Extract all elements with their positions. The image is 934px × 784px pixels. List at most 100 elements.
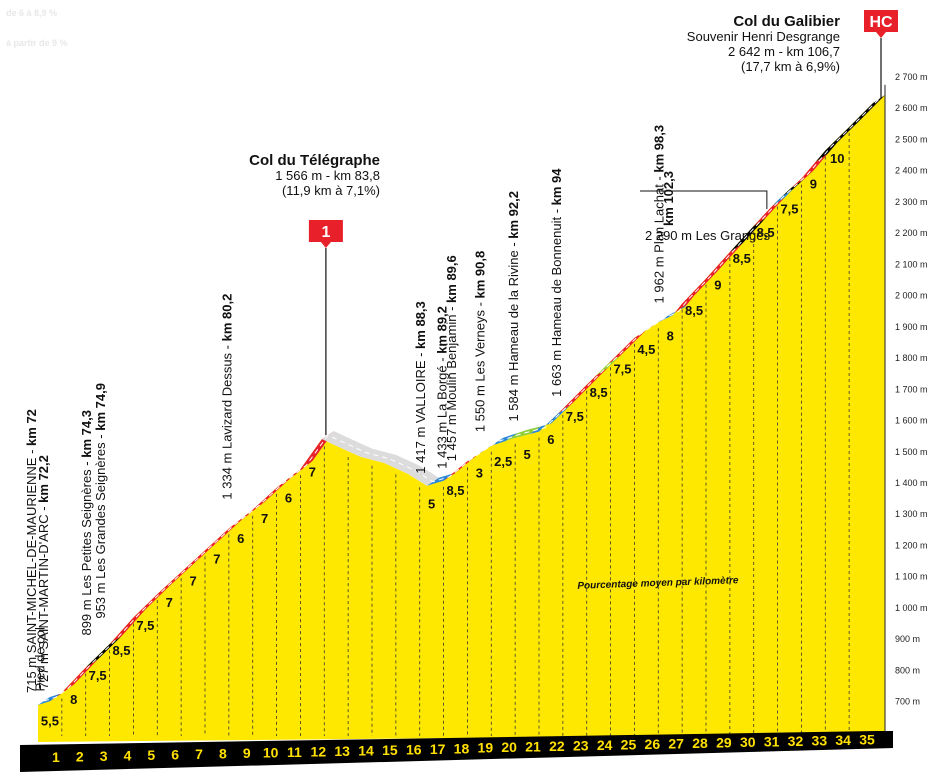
callout-line2: km 102,3 xyxy=(661,171,676,226)
km-number: 3 xyxy=(100,748,108,764)
waypoint-name: 715 m SAINT-MICHEL-DE-MAURIENNE - xyxy=(24,446,39,693)
summit-length: (11,9 km à 7,1%) xyxy=(282,183,380,198)
km-number: 12 xyxy=(311,743,327,759)
waypoint-label: 1 457 m Moulin Benjamin - km 89,6 xyxy=(444,255,459,461)
waypoint-km: km 92,2 xyxy=(506,191,521,239)
road-segment-low xyxy=(529,405,571,435)
waypoint-name: 727 m SAINT-MARTIN-D'ARC - xyxy=(36,503,51,689)
km-number: 9 xyxy=(243,745,251,761)
waypoint-name: 953 m Les Grandes Seignères - xyxy=(93,431,108,619)
km-gradient-label: 8,5 xyxy=(757,225,775,240)
km-number: 8 xyxy=(219,745,227,761)
km-gradient-label: 8 xyxy=(70,692,77,707)
altitude-tick-label: 800 m xyxy=(895,665,920,675)
altitude-tick-label: 2 300 m xyxy=(895,197,928,207)
km-number: 22 xyxy=(549,738,565,754)
category-label: HC xyxy=(869,14,893,31)
waypoint-label: 1 663 m Hameau de Bonnenuit - km 94 xyxy=(549,168,564,397)
summit-altitude: 2 642 m - km 106,7 xyxy=(728,44,840,59)
waypoint-name: 1 433 m La Borgé - xyxy=(434,354,449,469)
waypoint-km: km 80,2 xyxy=(220,294,235,342)
road-segment-low xyxy=(38,693,62,705)
waypoint-name: 899 m Les Petites Seignères - xyxy=(79,458,94,636)
waypoint-label: 727 m SAINT-MARTIN-D'ARC - km 72,2 xyxy=(36,455,51,689)
km-number: 25 xyxy=(621,737,637,753)
altitude-tick-label: 700 m xyxy=(895,697,920,707)
altitude-tick-label: 1 000 m xyxy=(895,603,928,613)
waypoint-km: km 89,2 xyxy=(434,306,449,354)
altitude-tick-label: 2 100 m xyxy=(895,259,928,269)
waypoint-label: 1 584 m Hameau de la Rivine - km 92,2 xyxy=(506,191,521,422)
km-gradient-label: 8 xyxy=(667,329,674,344)
altitude-tick-label: 1 300 m xyxy=(895,509,928,519)
km-gradient-label: 5 xyxy=(523,447,530,462)
waypoint-label: 1 334 m Lavizard Dessus - km 80,2 xyxy=(220,294,235,500)
km-gradient-label: 7,5 xyxy=(613,362,631,377)
km-gradient-label: 7 xyxy=(213,551,220,566)
waypoint-km: km 74,9 xyxy=(93,383,108,431)
waypoint-label: 1 417 m VALLOIRE - km 88,3 xyxy=(413,301,428,473)
summit-name: Col du Galibier xyxy=(733,13,840,30)
km-number: 11 xyxy=(287,744,302,760)
km-gradient-label: 9 xyxy=(714,277,721,292)
km-number: 4 xyxy=(124,747,132,763)
km-number: 7 xyxy=(195,746,203,762)
km-number: 35 xyxy=(859,732,875,748)
summit-length: (17,7 km à 6,9%) xyxy=(741,59,840,74)
waypoint-km: km 94 xyxy=(549,168,564,206)
km-number: 30 xyxy=(740,734,756,750)
road-segment-flat xyxy=(505,426,542,441)
km-gradient-label: 7 xyxy=(309,464,316,479)
km-strip xyxy=(20,731,893,772)
waypoint-label: 953 m Les Grandes Seignères - km 74,9 xyxy=(93,383,108,619)
km-number: 13 xyxy=(334,743,350,759)
waypoint-km: km 72,2 xyxy=(36,455,51,503)
km-gradient-label: 5,5 xyxy=(41,713,59,728)
ghost-legend-2: à partir de 9 % xyxy=(6,38,68,48)
callout-line1: 2 290 m Les Granges xyxy=(645,228,771,243)
km-gradient-label: 4,5 xyxy=(637,342,655,357)
altitude-tick-label: 1 900 m xyxy=(895,322,928,332)
road-segment-mid xyxy=(49,659,98,702)
km-number: 1 xyxy=(52,749,60,765)
summit-name: Col du Télégraphe xyxy=(249,152,380,169)
km-number: 17 xyxy=(430,741,446,757)
category-label: 1 xyxy=(321,224,330,241)
km-gradient-label: 7,5 xyxy=(136,618,154,633)
km-number: 29 xyxy=(716,735,732,751)
waypoint-name: 1 962 m Plan Lachat - xyxy=(651,173,666,304)
altitude-tick-label: 1 400 m xyxy=(895,478,928,488)
km-gradient-label: 7 xyxy=(189,573,196,588)
km-number: 27 xyxy=(668,736,684,752)
altitude-tick-label: 2 500 m xyxy=(895,134,928,144)
road-segment-high xyxy=(85,636,122,668)
waypoint-km: km 90,8 xyxy=(473,251,488,299)
km-gradient-label: 8,5 xyxy=(685,303,703,318)
km-number: 18 xyxy=(454,740,470,756)
waypoint-name: 1 550 m Les Verneys - xyxy=(473,298,488,432)
profile-area xyxy=(38,95,885,742)
km-number: 2 xyxy=(76,748,84,764)
km-number: 31 xyxy=(764,734,780,750)
km-gradient-label: 7,5 xyxy=(566,409,584,424)
waypoint-name: 1 457 m Moulin Benjamin - xyxy=(444,303,459,461)
km-gradient-label: 8,5 xyxy=(590,385,608,400)
km-gradient-label: 2,5 xyxy=(494,454,512,469)
km-number: 14 xyxy=(358,742,374,758)
road-segment-low xyxy=(472,433,518,459)
km-number: 20 xyxy=(501,739,517,755)
km-number: 6 xyxy=(171,746,179,762)
waypoint-name: 1 417 m VALLOIRE - xyxy=(413,349,428,474)
km-gradient-label: 6 xyxy=(237,531,244,546)
km-gradient-label: 10 xyxy=(830,151,844,166)
altitude-tick-label: 1 100 m xyxy=(895,572,928,582)
waypoint-label: 1 550 m Les Verneys - km 90,8 xyxy=(473,251,488,432)
km-gradient-label: 7 xyxy=(261,511,268,526)
altitude-tick-label: 2 200 m xyxy=(895,228,928,238)
km-number: 16 xyxy=(406,741,422,757)
ghost-legend: de 6 à 8,9 % à partir de 9 % xyxy=(6,8,68,48)
waypoint-km: km 88,3 xyxy=(413,301,428,349)
road-segment-mid xyxy=(109,431,334,645)
